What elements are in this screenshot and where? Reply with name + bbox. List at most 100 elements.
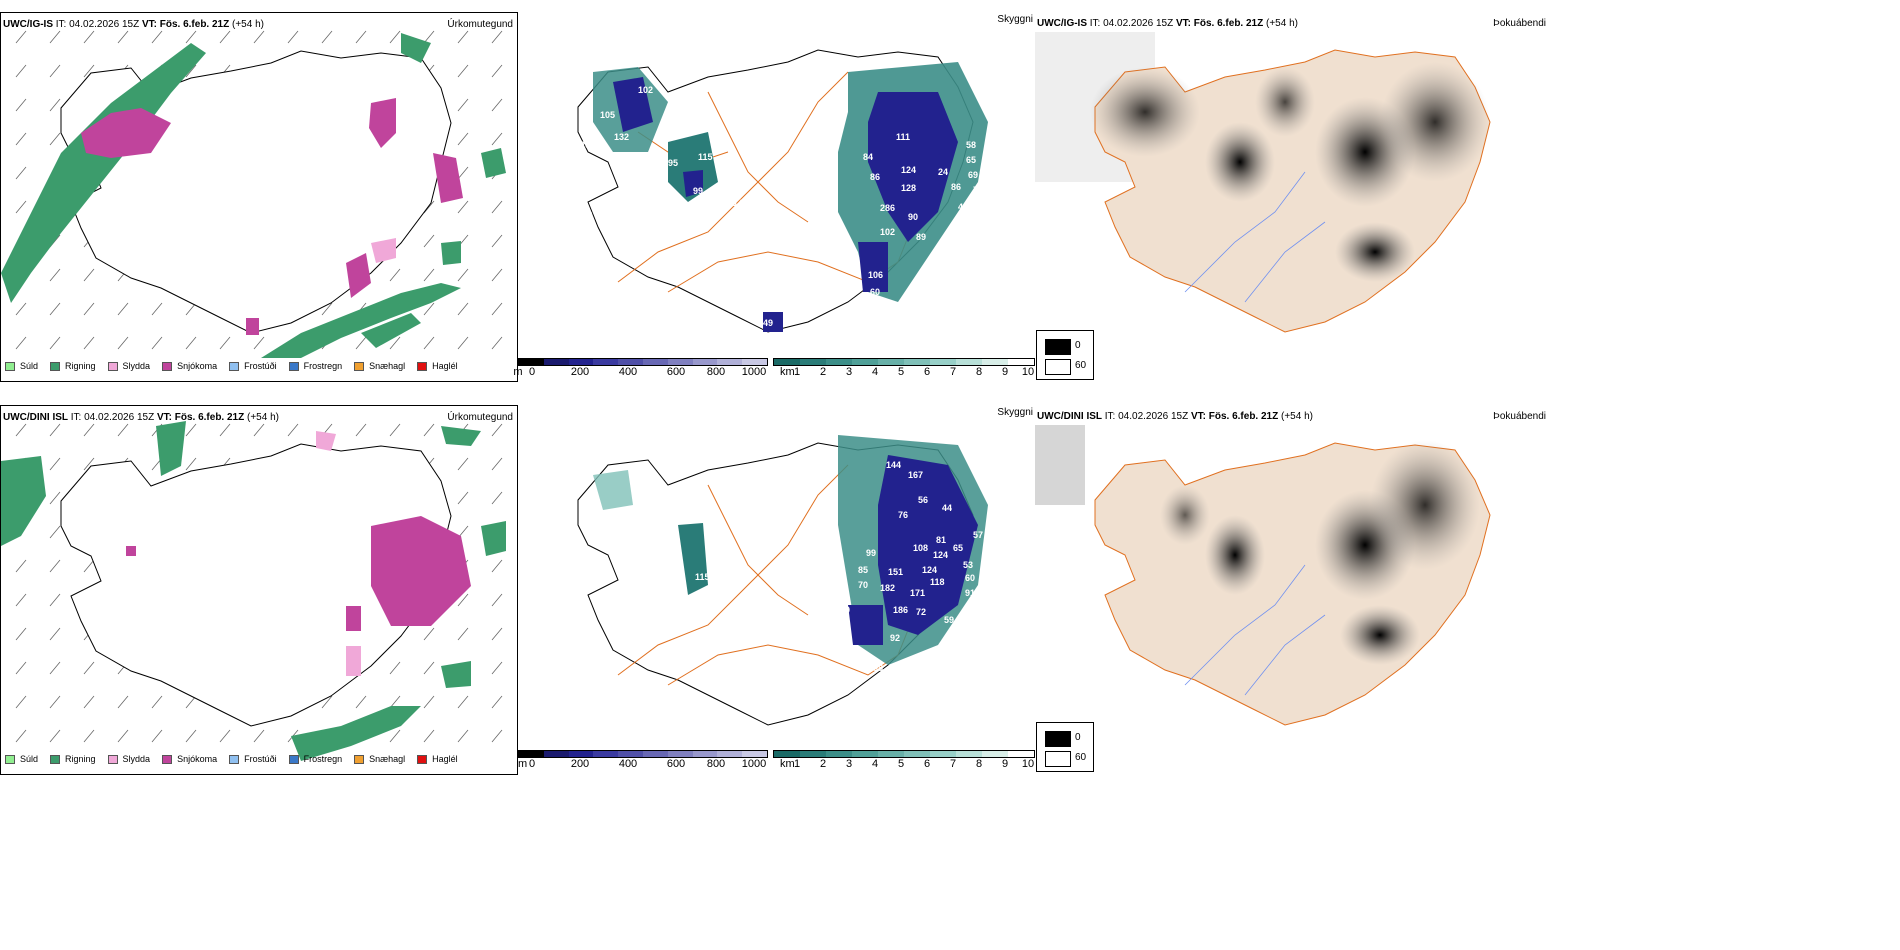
precip-type-map-row1 — [1, 30, 506, 358]
colorbar-tick: 2 — [819, 366, 827, 378]
wind-barb — [423, 661, 435, 675]
wind-barb — [83, 559, 95, 573]
wind-barb — [83, 457, 95, 471]
wind-barb — [491, 268, 503, 282]
visibility-value: 186 — [893, 605, 909, 615]
panel-variable-label: Þokuábendi — [1493, 411, 1546, 422]
wind-barb — [423, 234, 435, 248]
wind-barb — [83, 423, 95, 437]
wind-barb — [15, 593, 27, 607]
wind-barb — [491, 423, 503, 437]
wind-barb — [83, 268, 95, 282]
fog-high-label: 0 — [1075, 732, 1081, 743]
precip-type-panel-row1: UWC/IG-IS IT: 04.02.2026 15Z VT: Fös. 6.… — [0, 12, 518, 382]
visibility-shading — [593, 62, 988, 332]
visibility-value: 107 — [813, 162, 829, 172]
precip-type-panel-row2: UWC/DINI ISL IT: 04.02.2026 15Z VT: Fös.… — [0, 405, 518, 775]
wind-barb — [491, 457, 503, 471]
visibility-value: 24 — [938, 167, 949, 177]
legend-item: Rigning — [50, 754, 96, 764]
colorbar-unit: km — [780, 758, 795, 770]
wind-barb — [49, 491, 61, 505]
colorbar-unit: m — [513, 366, 523, 378]
wind-barb — [253, 30, 265, 44]
visibility-value: 106 — [868, 270, 884, 280]
colorbar-tick: 6 — [923, 366, 931, 378]
wind-barb — [457, 98, 469, 112]
visibility-value: 53 — [963, 560, 974, 570]
colorbar-tick: 3 — [845, 366, 853, 378]
colorbar-tick: 8 — [975, 758, 983, 770]
legend-item: Súld — [5, 754, 38, 764]
visibility-value: 90 — [908, 212, 919, 222]
wind-barb — [49, 302, 61, 316]
colorbar-tick: 5 — [897, 366, 905, 378]
fog-indicator-panel-row1: UWC/IG-IS IT: 04.02.2026 15Z VT: Fös. 6.… — [1035, 12, 1550, 382]
visibility-value: 65 — [966, 155, 977, 165]
colorbar-tick: 3 — [845, 758, 853, 770]
panel-title: UWC/IG-IS IT: 04.02.2026 15Z VT: Fös. 6.… — [3, 19, 264, 30]
panel-title: UWC/DINI ISL IT: 04.02.2026 15Z VT: Fös.… — [3, 412, 279, 423]
visibility-value: 124 — [933, 550, 949, 560]
visibility-value: 69 — [968, 170, 979, 180]
wind-barb — [83, 729, 95, 743]
visibility-value: 167 — [908, 470, 924, 480]
wind-barb — [355, 30, 367, 44]
fog-high-label: 0 — [1075, 340, 1081, 351]
wind-barb — [117, 423, 129, 437]
wind-barb — [423, 336, 435, 350]
wind-barb — [49, 525, 61, 539]
wind-barb — [423, 729, 435, 743]
wind-barb — [151, 729, 163, 743]
wind-barb — [49, 423, 61, 437]
iceland-coastline — [60, 50, 452, 334]
wind-barb — [15, 627, 27, 641]
wind-barb — [15, 729, 27, 743]
colorbar-tick: 0 — [528, 758, 536, 770]
fog-indicator-panel-row2: UWC/DINI ISL IT: 04.02.2026 15Z VT: Fös.… — [1035, 405, 1550, 775]
visibility-value: 118 — [930, 577, 945, 587]
elevation-colorbar-row2: m 0 200 400 600 800 1000 — [518, 750, 768, 771]
wind-barb — [389, 661, 401, 675]
colorbar-tick: 4 — [871, 758, 879, 770]
legend-item: Frostregn — [288, 754, 342, 764]
visibility-value: 128 — [901, 183, 917, 193]
visibility-value: 60 — [870, 287, 881, 297]
visibility-value: 84 — [863, 152, 874, 162]
wind-barb — [355, 423, 367, 437]
wind-barb — [49, 661, 61, 675]
wind-barb — [457, 695, 469, 709]
legend-item: Frostregn — [288, 361, 342, 371]
visibility-value: 89 — [916, 232, 927, 242]
wind-barb — [15, 423, 27, 437]
visibility-value: 132 — [614, 132, 630, 142]
wind-barb — [457, 30, 469, 44]
wind-barb — [355, 695, 367, 709]
elevation-colorbar-row1: m 0 200 400 600 800 1000 — [513, 358, 768, 379]
fog-low-label: 60 — [1075, 752, 1087, 763]
visibility-value: 59 — [944, 615, 955, 625]
wind-barb — [457, 132, 469, 146]
colorbar-tick: 800 — [706, 366, 726, 378]
wind-barb — [15, 200, 27, 214]
fog-low-swatch — [1045, 359, 1071, 375]
colorbar-tick: 10 — [1021, 758, 1035, 770]
visibility-value: 119 — [578, 210, 593, 220]
visibility-value: 76 — [898, 510, 909, 520]
wind-barb — [491, 491, 503, 505]
visibility-colorbar-row1: km 1 2 3 4 5 6 7 8 9 10 — [773, 358, 1035, 379]
visibility-value: 72 — [916, 607, 927, 617]
wind-barb — [15, 559, 27, 573]
visibility-value: 111 — [896, 132, 911, 142]
legend-item: Slydda — [107, 754, 150, 764]
wind-barb — [491, 200, 503, 214]
wind-barb — [491, 234, 503, 248]
wind-barb — [491, 627, 503, 641]
wind-barb — [253, 336, 265, 350]
wind-barb — [219, 336, 231, 350]
wind-barb — [15, 64, 27, 78]
wind-barb — [15, 661, 27, 675]
wind-barb — [457, 166, 469, 180]
wind-barb — [219, 729, 231, 743]
visibility-value: 151 — [888, 567, 904, 577]
